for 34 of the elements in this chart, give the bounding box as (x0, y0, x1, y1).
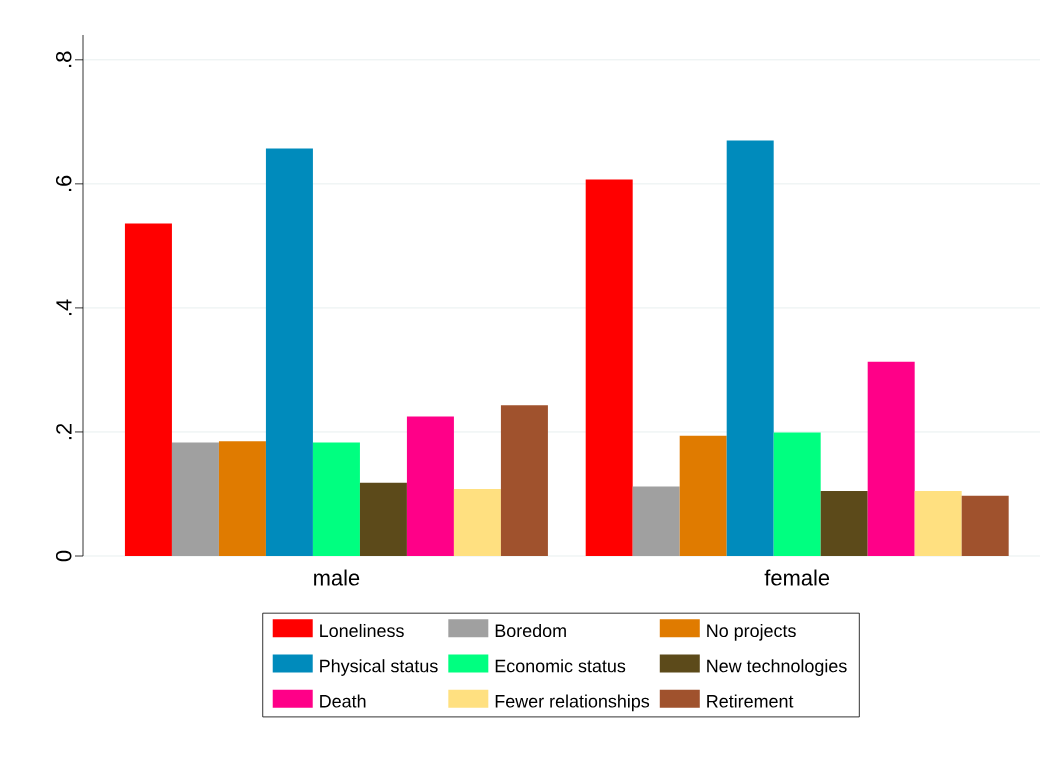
legend-label: Economic status (495, 659, 626, 673)
bar (359, 482, 407, 556)
bar (726, 140, 774, 556)
bar (961, 495, 1009, 556)
y-tick-label: 0 (55, 550, 72, 562)
bar (914, 490, 962, 556)
legend-label: Physical status (320, 659, 438, 676)
bar (171, 442, 219, 556)
bar (773, 432, 821, 556)
bar (312, 442, 360, 556)
x-tick-label: male (314, 569, 360, 586)
legend-label: Retirement (707, 694, 794, 708)
bar (124, 223, 172, 556)
bar (265, 148, 313, 556)
legend-label: Death (320, 694, 366, 708)
y-tick-label: .2 (56, 423, 72, 440)
bar (679, 435, 727, 556)
legend-label: No projects (707, 623, 796, 641)
bar (867, 361, 915, 556)
bar (585, 179, 633, 556)
legend-label: Boredom (495, 623, 566, 638)
bar (453, 489, 501, 556)
y-tick-label: .6 (55, 175, 72, 191)
bar (500, 405, 548, 556)
bar (820, 490, 868, 556)
y-tick-label: .4 (56, 299, 72, 316)
bar (632, 486, 680, 556)
legend-label: Fewer relationships (495, 694, 650, 712)
bar (406, 416, 454, 556)
y-tick-label: .8 (55, 51, 72, 67)
legend-label: New technologies (707, 659, 847, 676)
bar (218, 441, 266, 556)
x-tick-label: female (764, 569, 830, 586)
legend-label: Loneliness (320, 623, 404, 638)
